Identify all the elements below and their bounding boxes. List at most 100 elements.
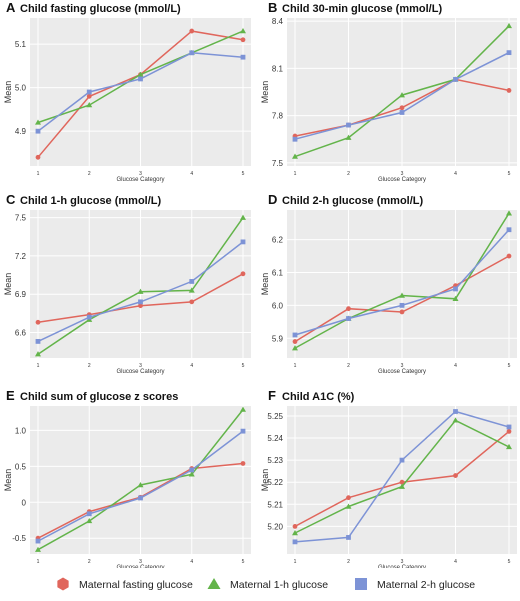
x-tick-label: 3 [401, 559, 404, 565]
data-point-maternal-1h [137, 288, 144, 294]
data-point-maternal-fasting [399, 309, 405, 315]
data-point-maternal-fasting [240, 37, 246, 43]
data-point-maternal-2h [346, 535, 351, 540]
data-point-maternal-1h [240, 28, 246, 34]
panel-letter: E [6, 388, 15, 403]
y-tick-label: 4.9 [15, 127, 27, 136]
x-axis-label: Glucose Category [378, 369, 426, 375]
y-tick-label: 6.6 [15, 328, 27, 337]
data-point-maternal-1h [345, 503, 352, 509]
data-point-maternal-2h [138, 495, 143, 501]
data-point-maternal-1h [188, 471, 195, 477]
data-point-maternal-fasting [138, 303, 143, 309]
x-tick-label: 4 [190, 559, 193, 565]
data-point-maternal-fasting [506, 429, 512, 434]
data-point-maternal-1h [188, 287, 195, 293]
data-point-maternal-2h [240, 54, 246, 60]
y-tick-label: 7.5 [272, 159, 284, 168]
data-point-maternal-2h [292, 136, 298, 142]
data-point-maternal-1h [292, 345, 298, 351]
data-point-maternal-fasting [240, 461, 246, 466]
y-axis-label: Mean [260, 273, 270, 296]
y-tick-label: 6.2 [272, 236, 284, 245]
data-point-maternal-2h [292, 332, 298, 338]
chart-panel-b: B Child 30-min glucose (mmol/L) 7.5 7.8 8.1 8… [260, 0, 517, 183]
chart-grid: A Child fasting glucose (mmol/L) 4.9 5.0 5.1… [3, 0, 517, 571]
x-tick-label: 1 [37, 171, 40, 177]
data-point-maternal-fasting [399, 479, 405, 485]
data-point-maternal-fasting [292, 523, 298, 529]
y-tick-label: 5.22 [267, 478, 283, 487]
data-point-maternal-1h [137, 482, 144, 488]
x-tick-label: 2 [347, 171, 350, 177]
data-point-maternal-1h [137, 71, 144, 77]
x-tick-label: 2 [88, 559, 91, 565]
data-point-maternal-fasting [506, 88, 512, 93]
y-tick-label: -0.5 [12, 534, 26, 543]
y-tick-label: 7.2 [15, 252, 27, 261]
y-tick-label: 8.4 [272, 17, 284, 26]
data-point-maternal-2h [453, 77, 458, 82]
y-tick-label: 6.0 [272, 301, 284, 310]
data-point-maternal-fasting [292, 339, 298, 344]
y-tick-label: 5.1 [15, 40, 27, 49]
y-axis-label: Mean [260, 81, 270, 104]
data-point-maternal-2h [189, 467, 195, 473]
data-point-maternal-2h [399, 457, 405, 463]
x-tick-label: 5 [242, 363, 245, 369]
panel-letter: D [268, 192, 277, 207]
legend-hexagon-icon [57, 577, 69, 591]
chart-title: Child sum of glucose z scores [20, 391, 178, 403]
data-point-maternal-1h [35, 351, 41, 357]
chart-title: Child A1C (%) [282, 391, 355, 403]
chart-panel-e: E Child sum of glucose z scores -0.5 0 0.5 1.… [3, 388, 251, 571]
x-tick-label: 4 [454, 363, 457, 369]
data-point-maternal-fasting [346, 495, 351, 501]
x-tick-label: 3 [139, 559, 142, 565]
x-tick-label: 1 [37, 363, 40, 369]
data-point-maternal-1h [292, 530, 298, 536]
data-point-maternal-2h [240, 428, 246, 434]
x-tick-label: 3 [401, 363, 404, 369]
x-tick-label: 4 [190, 171, 193, 177]
data-point-maternal-2h [506, 227, 512, 233]
data-point-maternal-fasting [35, 154, 41, 160]
x-tick-label: 2 [347, 559, 350, 565]
y-tick-label: 7.8 [272, 112, 284, 121]
y-tick-label: 5.23 [267, 456, 283, 465]
data-point-maternal-1h [35, 546, 41, 552]
chart-title: Child 30-min glucose (mmol/L) [282, 3, 442, 15]
x-tick-label: 4 [190, 363, 193, 369]
x-tick-label: 2 [88, 363, 91, 369]
data-point-maternal-fasting [506, 253, 512, 259]
x-tick-label: 5 [508, 559, 511, 565]
data-point-maternal-2h [86, 314, 92, 320]
data-point-maternal-2h [138, 76, 143, 82]
data-point-maternal-2h [453, 409, 458, 414]
data-point-maternal-fasting [346, 306, 351, 312]
data-point-maternal-2h [35, 339, 41, 344]
data-point-maternal-2h [86, 511, 92, 517]
y-tick-label: 6.1 [272, 268, 284, 277]
x-tick-label: 1 [294, 559, 297, 565]
x-tick-label: 5 [508, 171, 511, 177]
data-point-maternal-1h [86, 102, 93, 108]
y-tick-label: 5.24 [267, 434, 283, 443]
data-point-maternal-1h [345, 134, 352, 140]
chart-title: Child fasting glucose (mmol/L) [20, 3, 181, 15]
data-point-maternal-fasting [453, 473, 458, 478]
data-point-maternal-1h [240, 214, 246, 220]
data-point-maternal-1h [399, 483, 405, 489]
data-point-maternal-fasting [240, 271, 246, 277]
data-point-maternal-2h [189, 50, 195, 56]
data-point-maternal-1h [399, 292, 405, 298]
y-tick-label: 5.25 [267, 412, 283, 421]
x-axis-label: Glucose Category [378, 177, 426, 183]
data-point-maternal-1h [506, 443, 512, 450]
x-tick-label: 4 [454, 171, 457, 177]
data-point-maternal-2h [86, 89, 92, 95]
data-point-maternal-2h [35, 128, 41, 134]
chart-title: Child 2-h glucose (mmol/L) [282, 195, 424, 207]
legend-triangle-icon [207, 578, 221, 589]
data-point-maternal-fasting [189, 299, 195, 305]
